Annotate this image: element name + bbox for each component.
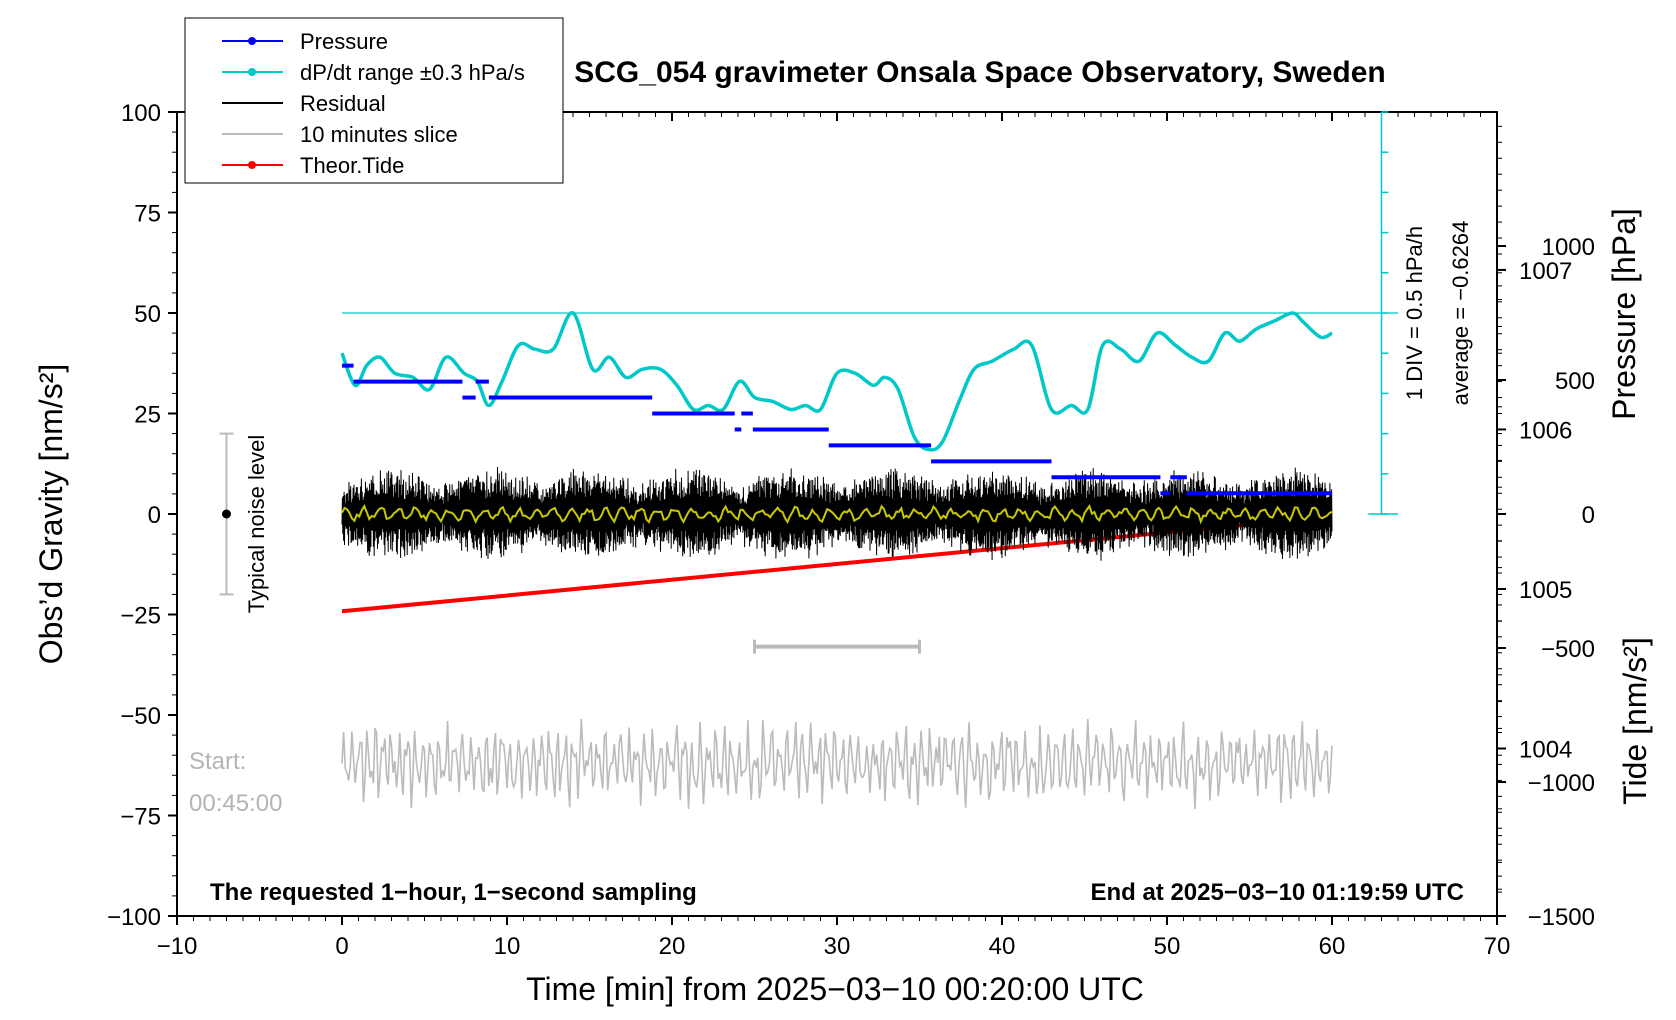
data-series (340, 311, 1398, 810)
legend-label: dP/dt range ±0.3 hPa/s (300, 60, 525, 85)
start-time: 00:45:00 (189, 790, 282, 817)
legend: Pressure dP/dt range ±0.3 hPa/s Residual 10… (184, 17, 564, 184)
y-tick-label: 75 (134, 201, 161, 228)
x-tick-label: 50 (1154, 933, 1181, 960)
residual-line (341, 466, 1333, 561)
x-tick-label: −10 (157, 933, 198, 960)
y-tick-label: −100 (107, 904, 161, 931)
y-tick-label: −25 (120, 603, 161, 630)
y-tick-label: 50 (134, 301, 161, 328)
slice-line (341, 718, 1333, 810)
y-tick-label: −50 (120, 703, 161, 730)
tide-tick-label: 0 (1582, 502, 1595, 529)
axis-ticks: −10 0 10 20 30 40 50 60 701007550250−25−50−75−10… (107, 100, 1595, 960)
pressure-tick-label: 1005 (1519, 577, 1572, 604)
x-tick-label: 60 (1319, 933, 1346, 960)
pressure-tick-label: 1004 (1519, 737, 1572, 764)
x-tick-label: 40 (989, 933, 1016, 960)
legend-swatch-marker (248, 68, 256, 76)
residual-smoothed-line (341, 504, 1333, 525)
legend-label: Residual (300, 91, 386, 116)
chart-title: SCG_054 gravimeter Onsala Space Observat… (574, 56, 1386, 89)
pressure-tick-label: 1006 (1519, 417, 1572, 444)
x-tick-label: 20 (659, 933, 686, 960)
noise-level-label: Typical noise level (244, 435, 269, 614)
y-tick-label: −75 (120, 804, 161, 831)
start-label: Start: (189, 748, 246, 775)
legend-label: Pressure (300, 29, 388, 54)
legend-box (184, 17, 564, 184)
end-time-note: End at 2025−03−10 01:19:59 UTC (1090, 879, 1464, 906)
legend-label: Theor.Tide (300, 153, 404, 178)
sampling-note: The requested 1−hour, 1−second sampling (210, 879, 697, 906)
x-axis-title: Time [min] from 2025−03−10 00:20:00 UTC (526, 971, 1144, 1007)
y-tick-label: 25 (134, 402, 161, 429)
tide-tick-label: 1000 (1542, 234, 1595, 261)
legend-label: 10 minutes slice (300, 122, 458, 147)
tide-tick-label: −1500 (1528, 904, 1595, 931)
y-tick-label: 0 (148, 502, 161, 529)
tide-tick-label: −500 (1541, 636, 1595, 663)
div-label: 1 DIV = 0.5 hPa/h (1402, 226, 1427, 400)
x-tick-label: 70 (1484, 933, 1511, 960)
x-tick-label: 0 (335, 933, 348, 960)
tide-tick-label: 500 (1555, 368, 1595, 395)
x-tick-label: 10 (494, 933, 521, 960)
tide-tick-label: −1000 (1528, 770, 1595, 797)
y-axis-title-tide: Tide [nm/s²] (1617, 637, 1653, 805)
y-axis-title-left: Obs’d Gravity [nm/s²] (33, 364, 69, 665)
legend-swatch-marker (248, 161, 256, 169)
average-label: average = −0.6264 (1448, 221, 1473, 406)
legend-swatch-marker (248, 37, 256, 45)
dpdt-line (340, 311, 1333, 452)
y-axis-title-pressure: Pressure [hPa] (1606, 208, 1642, 420)
noise-level-marker (219, 432, 234, 596)
y-tick-label: 100 (121, 100, 161, 127)
pressure-tick-label: 1007 (1519, 258, 1572, 285)
x-tick-label: 30 (824, 933, 851, 960)
